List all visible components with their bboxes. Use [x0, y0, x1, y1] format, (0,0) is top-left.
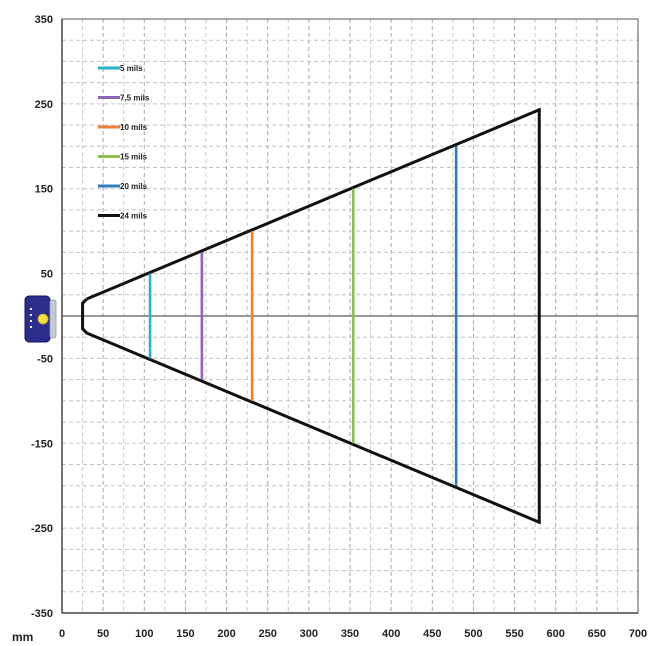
x-tick-label: 350: [341, 628, 359, 640]
y-tick-label: 50: [41, 269, 53, 281]
x-tick-label: 100: [135, 628, 153, 640]
scanner-dot-icon: [29, 313, 33, 317]
y-tick-label: -50: [37, 353, 53, 365]
x-tick-label: 700: [629, 628, 647, 640]
scanner-dot-icon: [29, 319, 33, 323]
x-axis-unit-label: mm: [12, 630, 33, 644]
legend-label: 5 mils: [120, 64, 143, 73]
x-tick-label: 200: [217, 628, 235, 640]
y-tick-label: -250: [31, 523, 53, 535]
x-tick-label: 550: [505, 628, 523, 640]
scanner-dot-icon: [29, 307, 33, 311]
scanner-window: [49, 299, 57, 339]
x-tick-label: 450: [423, 628, 441, 640]
y-tick-label: 150: [35, 184, 53, 196]
resolution-lines: [148, 146, 458, 486]
y-tick-label: -350: [31, 608, 53, 620]
legend-label: 20 mils: [120, 182, 148, 191]
x-tick-label: 300: [300, 628, 318, 640]
legend-label: 15 mils: [120, 153, 148, 162]
scanner-device: [24, 295, 57, 343]
legend-label: 7,5 mils: [120, 94, 150, 103]
x-tick-label: 600: [547, 628, 565, 640]
x-tick-label: 0: [59, 628, 65, 640]
x-tick-label: 150: [176, 628, 194, 640]
x-tick-label: 250: [259, 628, 277, 640]
x-tick-label: 650: [588, 628, 606, 640]
y-tick-label: -150: [31, 438, 53, 450]
legend-label: 10 mils: [120, 123, 148, 132]
outline-24-mils: [81, 107, 541, 525]
x-tick-label: 400: [382, 628, 400, 640]
x-tick-label: 50: [97, 628, 109, 640]
x-tick-label: 500: [464, 628, 482, 640]
legend-label: 24 mils: [120, 212, 148, 221]
y-tick-label: 350: [35, 14, 53, 26]
reading-field-outline: [81, 107, 541, 525]
y-tick-label: 250: [35, 99, 53, 111]
scanner-led-icon: [37, 313, 49, 325]
tick-labels: 0 50 100 150 200 250 300 350 400 450 500 550 600 650 7…: [31, 14, 647, 640]
legend: 5 mils 7,5 mils 10 mils 15 mils 20 mils 24 mi…: [98, 64, 150, 221]
center-axis: [61, 19, 638, 614]
scanner-dot-icon: [29, 325, 33, 329]
